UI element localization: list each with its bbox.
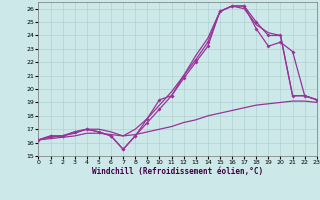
X-axis label: Windchill (Refroidissement éolien,°C): Windchill (Refroidissement éolien,°C) (92, 167, 263, 176)
